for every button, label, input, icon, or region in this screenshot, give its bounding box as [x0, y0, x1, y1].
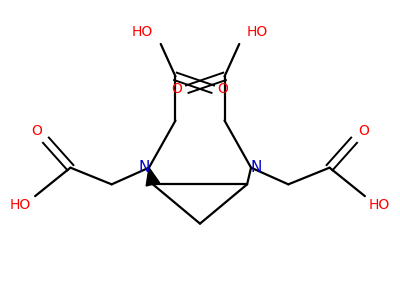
Text: O: O — [172, 82, 182, 96]
Text: HO: HO — [10, 198, 31, 212]
Text: O: O — [218, 82, 228, 96]
Text: HO: HO — [247, 25, 268, 39]
Text: HO: HO — [132, 25, 153, 39]
Text: N: N — [250, 160, 262, 175]
Text: O: O — [31, 124, 42, 138]
Text: HO: HO — [369, 198, 390, 212]
Text: N: N — [138, 160, 150, 175]
Text: O: O — [358, 124, 369, 138]
Polygon shape — [146, 168, 160, 186]
